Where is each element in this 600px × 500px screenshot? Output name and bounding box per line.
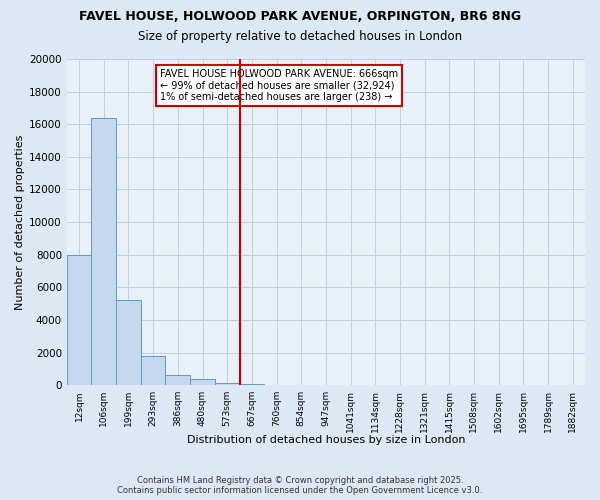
- Text: FAVEL HOUSE, HOLWOOD PARK AVENUE, ORPINGTON, BR6 8NG: FAVEL HOUSE, HOLWOOD PARK AVENUE, ORPING…: [79, 10, 521, 23]
- X-axis label: Distribution of detached houses by size in London: Distribution of detached houses by size …: [187, 435, 465, 445]
- Bar: [166, 376, 190, 385]
- Y-axis label: Number of detached properties: Number of detached properties: [15, 134, 25, 310]
- Bar: [67, 254, 91, 385]
- Bar: [91, 118, 116, 385]
- Text: FAVEL HOUSE HOLWOOD PARK AVENUE: 666sqm
← 99% of detached houses are smaller (32: FAVEL HOUSE HOLWOOD PARK AVENUE: 666sqm …: [160, 69, 398, 102]
- Bar: [116, 300, 141, 385]
- Text: Contains HM Land Registry data © Crown copyright and database right 2025.
Contai: Contains HM Land Registry data © Crown c…: [118, 476, 482, 495]
- Bar: [141, 356, 166, 385]
- Bar: [190, 378, 215, 385]
- Bar: [215, 383, 239, 385]
- Bar: [239, 384, 264, 385]
- Text: Size of property relative to detached houses in London: Size of property relative to detached ho…: [138, 30, 462, 43]
